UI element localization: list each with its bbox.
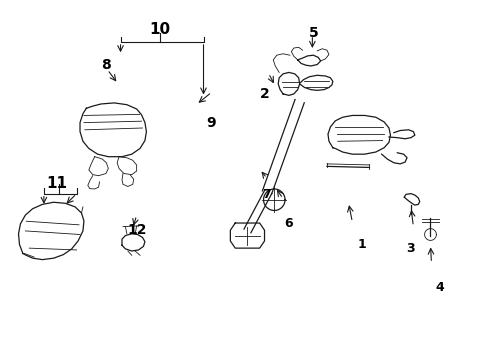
Text: 12: 12: [128, 223, 147, 237]
Text: 10: 10: [149, 22, 170, 37]
Text: 1: 1: [358, 238, 367, 251]
Text: 8: 8: [101, 58, 111, 72]
Text: 9: 9: [206, 116, 216, 130]
Text: 3: 3: [407, 242, 415, 255]
Text: 6: 6: [285, 216, 293, 230]
Text: 11: 11: [47, 176, 68, 191]
Text: 5: 5: [309, 26, 318, 40]
Text: 7: 7: [263, 188, 271, 201]
Text: 4: 4: [436, 281, 444, 294]
Text: 2: 2: [260, 87, 270, 101]
